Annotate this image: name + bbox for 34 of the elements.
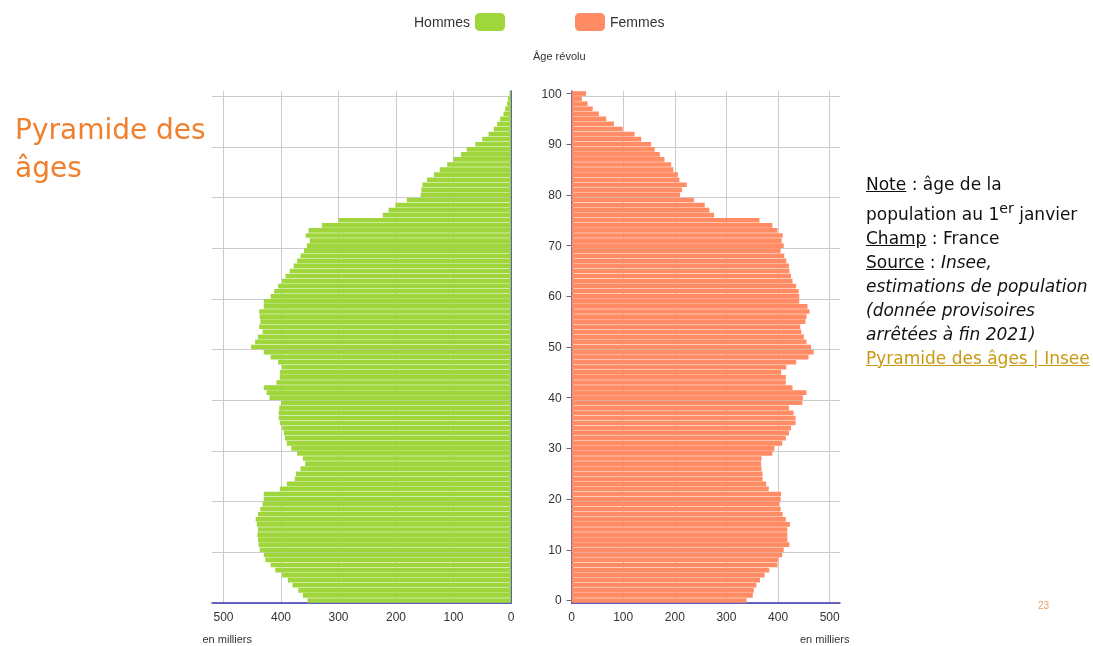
legend-label: Femmes — [610, 14, 665, 30]
y-tick-label: 40 — [548, 390, 562, 405]
x-tick-label: 100 — [613, 610, 634, 624]
x-tick-label: 200 — [385, 610, 407, 624]
y-axis-title: Âge révolu — [532, 49, 586, 62]
y-tick-label: 50 — [548, 340, 562, 354]
x-tick-label: 400 — [270, 610, 292, 624]
x-axis-title: en milliers — [800, 632, 851, 645]
text: Pyramide des âges | Insee — [866, 346, 1091, 370]
x-tick-label: 100 — [443, 610, 464, 624]
y-tick-label: 80 — [548, 187, 562, 202]
x-tick-label: 500 — [213, 610, 234, 624]
source-note: Source : Insee, estimations de population (donnée provisoires arrêtées à fin 2021) — [866, 250, 1089, 346]
x-tick-label: 300 — [328, 610, 349, 624]
x-axis-title: en milliers — [202, 632, 253, 645]
y-tick-label: 10 — [548, 542, 562, 557]
y-tick-label: 0 — [554, 593, 562, 608]
x-tick-label: 300 — [716, 610, 737, 624]
y-tick-label: 20 — [548, 492, 562, 507]
x-tick-label: 500 — [819, 610, 841, 624]
legend-label: Hommes — [413, 14, 470, 30]
text: Note : âge de la population au 1$^{er}$ janvier — [866, 173, 1079, 226]
y-tick-label: 100 — [541, 86, 562, 101]
x-tick-label: 200 — [664, 610, 686, 624]
text: Champ : France — [866, 226, 1001, 250]
x-tick-label: 400 — [768, 610, 789, 624]
text: 23 — [1038, 600, 1050, 611]
y-tick-label: 30 — [548, 441, 562, 456]
text: Pyramide des âges — [15, 112, 215, 184]
y-tick-label: 90 — [548, 137, 562, 152]
y-tick-label: 70 — [548, 238, 562, 253]
y-tick-label: 60 — [548, 289, 562, 304]
x-tick-label: 0 — [507, 610, 515, 624]
x-tick-label: 0 — [568, 610, 576, 624]
